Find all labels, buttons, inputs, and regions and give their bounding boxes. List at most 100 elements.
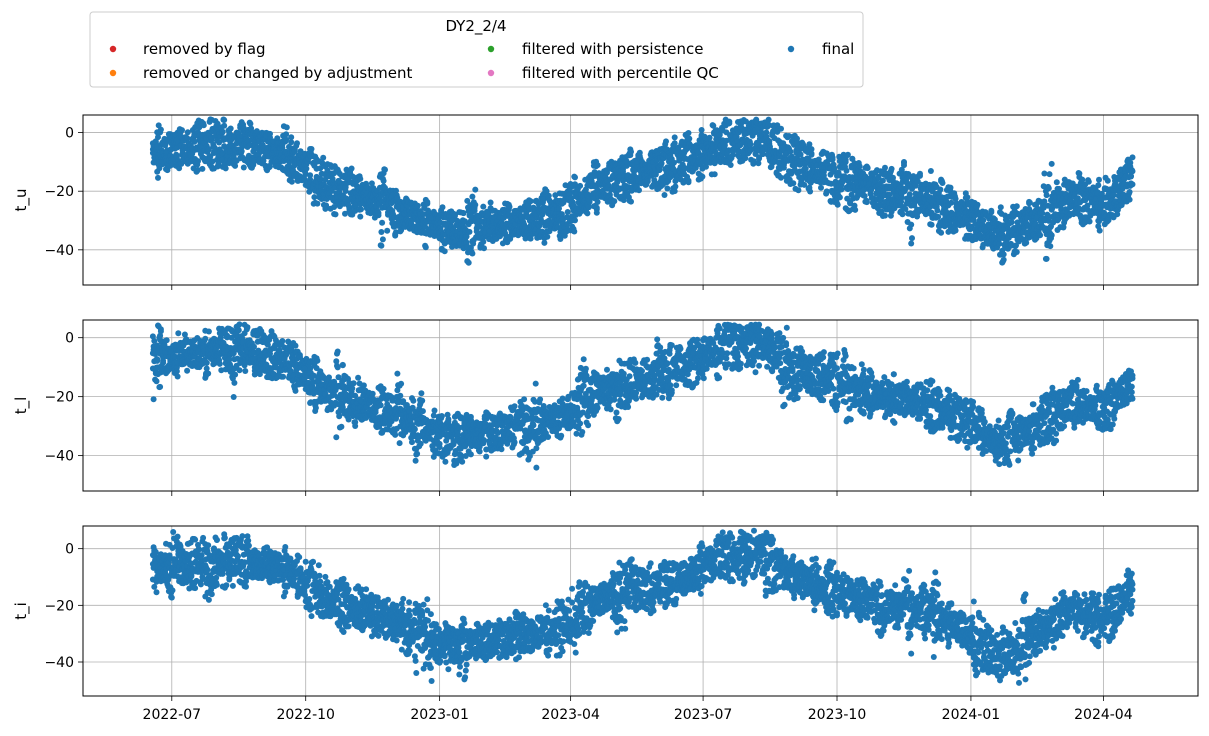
data-point <box>294 140 300 147</box>
data-point <box>342 210 348 217</box>
data-point <box>823 188 830 195</box>
data-point <box>242 368 249 374</box>
data-point <box>221 122 228 129</box>
data-point <box>593 209 600 216</box>
data-point <box>375 210 382 216</box>
data-point <box>838 186 845 193</box>
data-point <box>908 221 915 228</box>
data-point <box>808 151 815 158</box>
data-point <box>710 122 717 129</box>
data-point <box>157 126 164 133</box>
data-point <box>778 174 784 181</box>
data-point <box>927 168 934 174</box>
data-point <box>292 342 299 349</box>
data-point <box>545 192 552 199</box>
data-point <box>465 259 472 266</box>
data-point <box>1008 219 1015 226</box>
data-point <box>742 155 749 162</box>
data-point <box>611 198 618 205</box>
y-tick-label: −20 <box>44 184 74 200</box>
data-point <box>151 337 158 344</box>
data-point <box>996 240 1003 247</box>
data-point <box>191 138 198 145</box>
data-point <box>150 396 157 403</box>
data-point <box>668 170 675 177</box>
data-point <box>283 136 290 143</box>
data-point <box>291 148 298 155</box>
data-point <box>663 138 669 145</box>
data-point <box>899 211 906 218</box>
data-point <box>463 239 470 246</box>
data-point <box>543 188 550 195</box>
data-point <box>382 166 388 173</box>
data-point <box>283 124 290 131</box>
data-point <box>1095 182 1102 189</box>
data-point <box>882 164 888 171</box>
data-point <box>219 128 226 135</box>
data-point <box>439 204 446 211</box>
data-point <box>766 138 773 145</box>
data-point <box>685 130 692 136</box>
data-point <box>357 175 364 182</box>
data-point <box>797 151 804 158</box>
data-point <box>898 184 905 191</box>
data-point <box>864 165 871 172</box>
data-point <box>314 357 321 364</box>
data-point <box>763 129 770 136</box>
data-point <box>628 148 634 155</box>
data-point <box>288 139 295 146</box>
data-point <box>939 180 946 186</box>
data-point <box>614 179 621 186</box>
data-point <box>908 240 915 247</box>
data-point <box>755 160 762 167</box>
legend-entry-removed-or-changed: removed or changed by adjustment <box>109 64 412 82</box>
data-point <box>974 201 981 208</box>
data-point <box>155 134 161 141</box>
data-point <box>898 194 905 201</box>
data-point <box>843 167 850 174</box>
data-point <box>384 227 391 234</box>
legend-entry-final: final <box>787 40 854 58</box>
data-point <box>173 368 180 375</box>
data-point <box>679 138 685 145</box>
data-point <box>652 171 659 178</box>
data-point <box>710 141 717 148</box>
data-point <box>1055 216 1062 223</box>
data-point <box>247 120 254 127</box>
data-point <box>283 131 290 138</box>
data-point <box>1126 189 1133 195</box>
data-point <box>205 328 212 335</box>
data-point <box>221 117 228 123</box>
data-point <box>617 172 624 179</box>
data-point <box>1013 249 1020 255</box>
data-point <box>527 198 534 205</box>
y-axis-label: t_u <box>12 189 31 212</box>
data-point <box>339 361 346 368</box>
data-point <box>1129 154 1136 161</box>
legend-marker <box>487 69 495 77</box>
data-point <box>181 331 188 338</box>
data-point <box>815 156 822 163</box>
data-point <box>1129 168 1136 175</box>
data-point <box>472 201 479 208</box>
data-point <box>577 182 584 189</box>
data-point <box>471 207 478 214</box>
data-point <box>1000 251 1007 258</box>
legend-label: filtered with percentile QC <box>522 64 719 82</box>
data-point <box>594 199 601 205</box>
data-point <box>886 191 893 198</box>
data-point <box>1013 203 1020 210</box>
legend-entry-filtered-persistence: filtered with persistence <box>487 40 703 58</box>
data-point <box>948 199 955 206</box>
data-point <box>238 148 245 155</box>
data-point <box>348 165 355 172</box>
data-point <box>414 202 421 209</box>
data-point <box>952 227 959 234</box>
data-point <box>472 186 479 193</box>
data-point <box>1046 171 1053 178</box>
data-point <box>232 371 239 378</box>
data-point <box>636 187 642 194</box>
data-point <box>941 223 948 230</box>
plot-area <box>82 114 1199 286</box>
data-point <box>765 116 772 123</box>
